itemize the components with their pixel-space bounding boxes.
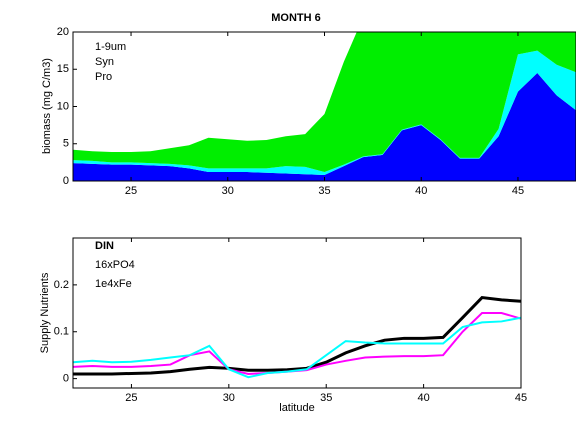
y-tick-label: 0 [63,373,69,385]
legend-entry: Syn [95,56,114,68]
axes-frame [72,237,522,389]
x-tick-label: 35 [320,392,332,404]
y-tick-label: 20 [57,26,69,38]
x-tick-label: 40 [417,392,429,404]
legend-entry: 16xPO4 [95,259,135,271]
y-tick-label: 5 [63,138,69,150]
legend-entry: 1-9um [95,41,126,53]
area [73,72,576,181]
line [73,312,521,375]
chart-title: MONTH 6 [271,12,321,24]
legend-entry: DIN [95,240,114,252]
y-tick-label: 15 [57,63,69,75]
x-tick-label: 30 [223,392,235,404]
plot-area [73,32,576,181]
x-axis-label: latitude [279,402,314,414]
x-tick-label: 45 [515,392,527,404]
x-tick-label: 25 [125,392,137,404]
legend-entry: 1e4xFe [95,278,132,290]
x-tick-label: 45 [512,185,524,197]
y-tick-label: 0.2 [54,279,69,291]
plot-area [73,295,521,379]
x-tick-label: 25 [125,185,137,197]
x-tick-label: 40 [415,185,427,197]
area [73,50,576,176]
y-tick-label: 10 [57,100,69,112]
x-tick-label: 30 [222,185,234,197]
y-tick-label: 0.1 [54,326,69,338]
line [73,295,521,376]
y-tick-label: 0 [63,175,69,187]
y-axis-label: biomass (mg C/m3) [41,58,53,154]
legend-entry: Pro [95,71,112,83]
line [73,316,521,379]
x-tick-label: 35 [318,185,330,197]
area [73,32,576,173]
y-axis-label: Supply Nutrients [39,272,51,353]
